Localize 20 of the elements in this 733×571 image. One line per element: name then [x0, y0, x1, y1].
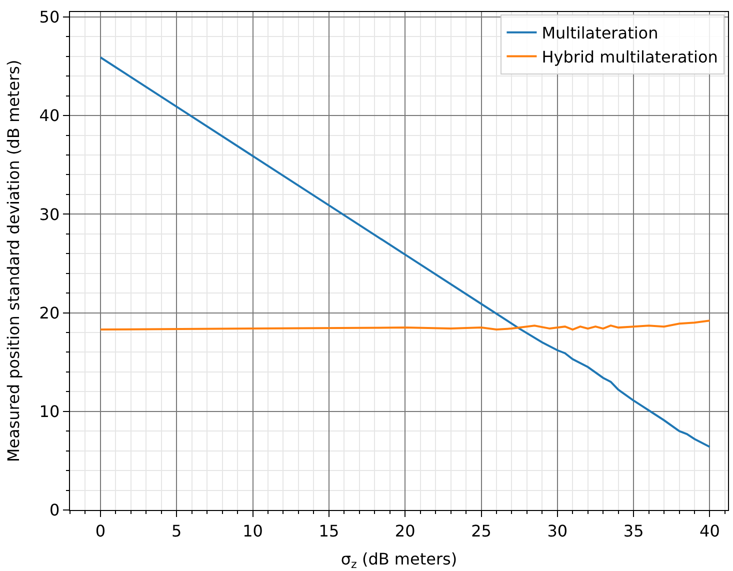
line-series: [99, 320, 711, 331]
x-tick-label: 10: [242, 521, 263, 540]
y-tick-label: 40: [39, 106, 60, 126]
y-axis-title: Measured position standard deviation (dB meters): [4, 60, 24, 462]
legend-label: Hybrid multilateration: [542, 47, 718, 66]
y-tick-label: 20: [39, 303, 60, 322]
x-tick-label: 0: [95, 521, 106, 540]
y-tick-label: 30: [39, 204, 60, 224]
x-axis-title: σ$_{z}$ (dB meters): [340, 550, 458, 571]
x-tick-label: 15: [318, 521, 340, 540]
x-tick-label: 20: [394, 521, 416, 540]
x-tick-label: 40: [700, 521, 720, 540]
y-tick-label: 50: [39, 8, 60, 27]
x-tick-label: 35: [623, 521, 644, 540]
legend-label: Multilateration: [542, 24, 658, 43]
x-tick-label: 25: [471, 521, 492, 540]
y-tick-label: 10: [39, 402, 60, 421]
x-tick-label: 5: [172, 521, 182, 540]
y-tick-label: 0: [49, 500, 60, 520]
x-tick-label: 30: [547, 521, 568, 540]
